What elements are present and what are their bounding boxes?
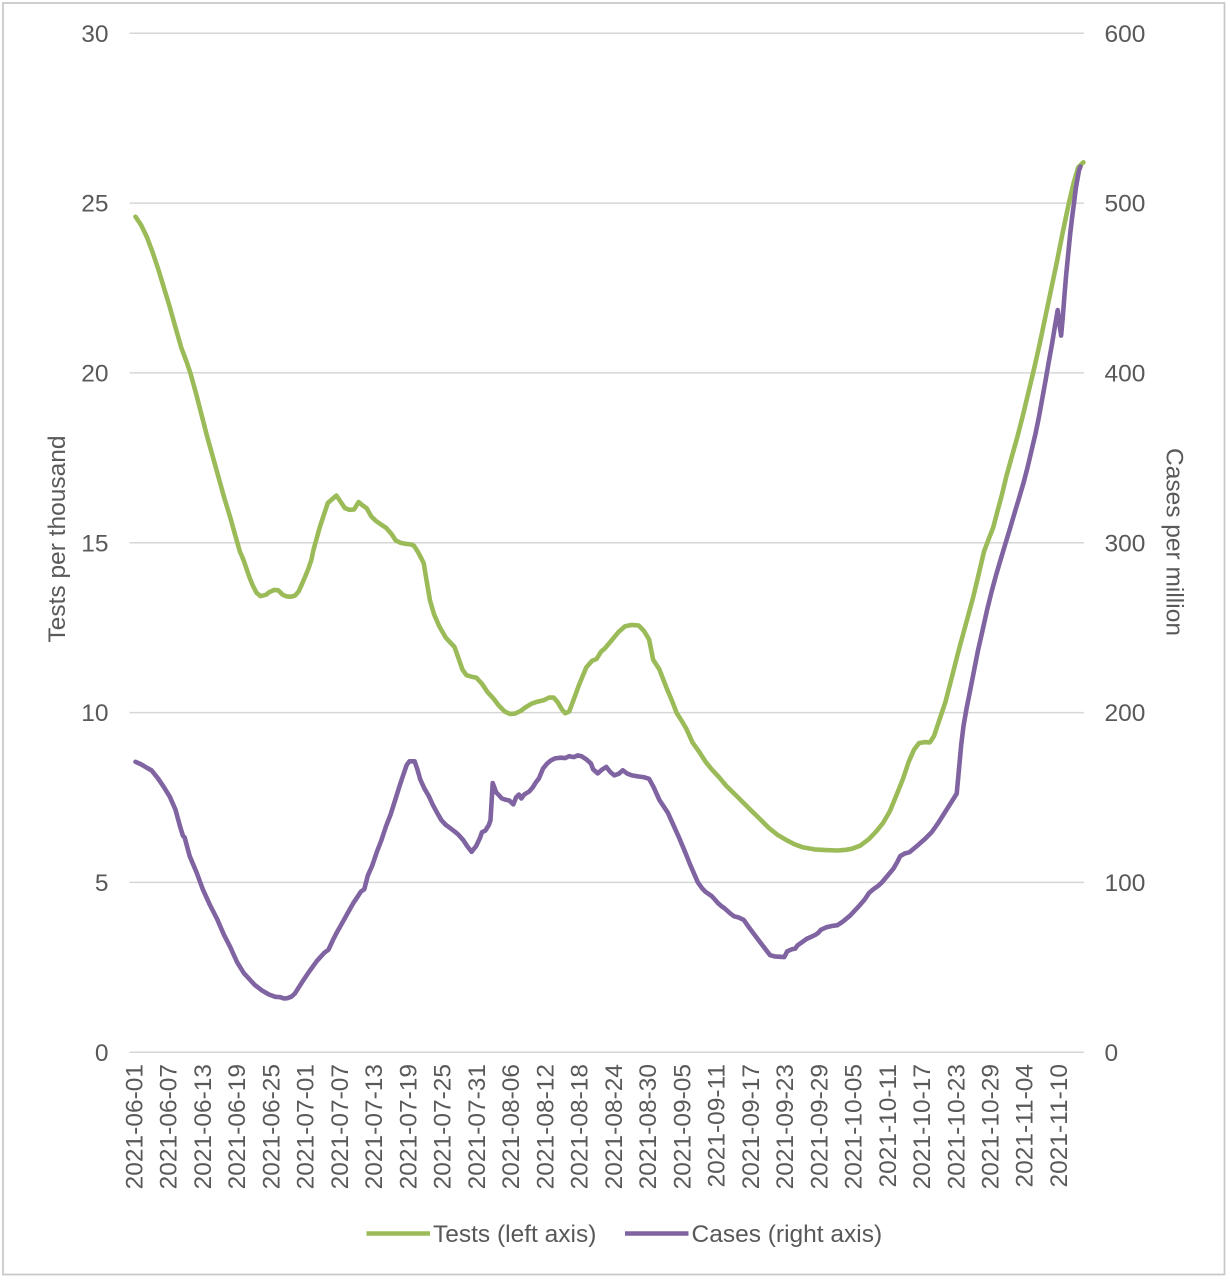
- svg-text:2021-09-23: 2021-09-23: [772, 1064, 799, 1189]
- svg-text:2021-08-12: 2021-08-12: [532, 1064, 559, 1189]
- svg-text:2021-07-13: 2021-07-13: [361, 1064, 388, 1189]
- svg-text:2021-07-01: 2021-07-01: [293, 1064, 320, 1189]
- svg-text:Cases (right axis): Cases (right axis): [692, 1221, 883, 1248]
- svg-text:100: 100: [1105, 870, 1146, 897]
- svg-text:2021-11-10: 2021-11-10: [1046, 1064, 1073, 1188]
- svg-text:25: 25: [81, 191, 108, 218]
- svg-text:Cases per million: Cases per million: [1161, 448, 1188, 636]
- svg-text:5: 5: [95, 870, 109, 897]
- svg-text:15: 15: [81, 530, 108, 557]
- svg-text:2021-10-11: 2021-10-11: [875, 1064, 902, 1188]
- svg-text:2021-07-19: 2021-07-19: [395, 1064, 422, 1189]
- svg-text:2021-06-01: 2021-06-01: [122, 1064, 149, 1189]
- svg-text:2021-08-18: 2021-08-18: [567, 1064, 594, 1189]
- svg-text:2021-06-19: 2021-06-19: [224, 1064, 251, 1189]
- svg-text:2021-10-05: 2021-10-05: [841, 1064, 868, 1189]
- svg-text:2021-07-25: 2021-07-25: [430, 1064, 457, 1189]
- svg-text:2021-07-07: 2021-07-07: [327, 1064, 354, 1189]
- svg-text:2021-09-29: 2021-09-29: [806, 1064, 833, 1189]
- svg-text:2021-08-24: 2021-08-24: [601, 1064, 628, 1189]
- svg-text:2021-10-29: 2021-10-29: [978, 1064, 1005, 1189]
- svg-text:2021-06-25: 2021-06-25: [259, 1064, 286, 1189]
- svg-text:2021-08-06: 2021-08-06: [498, 1064, 525, 1189]
- svg-text:2021-06-13: 2021-06-13: [190, 1064, 217, 1189]
- svg-text:2021-09-11: 2021-09-11: [704, 1064, 731, 1188]
- svg-text:0: 0: [95, 1040, 109, 1067]
- svg-text:600: 600: [1105, 21, 1146, 48]
- svg-text:Tests (left axis): Tests (left axis): [433, 1221, 596, 1248]
- svg-text:2021-09-17: 2021-09-17: [738, 1064, 765, 1189]
- svg-text:30: 30: [81, 21, 108, 48]
- svg-text:2021-08-30: 2021-08-30: [635, 1064, 662, 1189]
- svg-text:300: 300: [1105, 530, 1146, 557]
- svg-text:Tests per thousand: Tests per thousand: [44, 435, 71, 642]
- svg-text:0: 0: [1105, 1040, 1119, 1067]
- svg-text:500: 500: [1105, 191, 1146, 218]
- svg-text:2021-06-07: 2021-06-07: [156, 1064, 183, 1189]
- svg-text:10: 10: [81, 700, 108, 727]
- svg-text:200: 200: [1105, 700, 1146, 727]
- svg-text:400: 400: [1105, 361, 1146, 388]
- svg-text:2021-11-04: 2021-11-04: [1012, 1064, 1039, 1188]
- svg-text:2021-10-23: 2021-10-23: [943, 1064, 970, 1189]
- svg-text:2021-09-05: 2021-09-05: [669, 1064, 696, 1189]
- svg-text:2021-07-31: 2021-07-31: [464, 1064, 491, 1189]
- svg-text:20: 20: [81, 361, 108, 388]
- svg-text:2021-10-17: 2021-10-17: [909, 1064, 936, 1189]
